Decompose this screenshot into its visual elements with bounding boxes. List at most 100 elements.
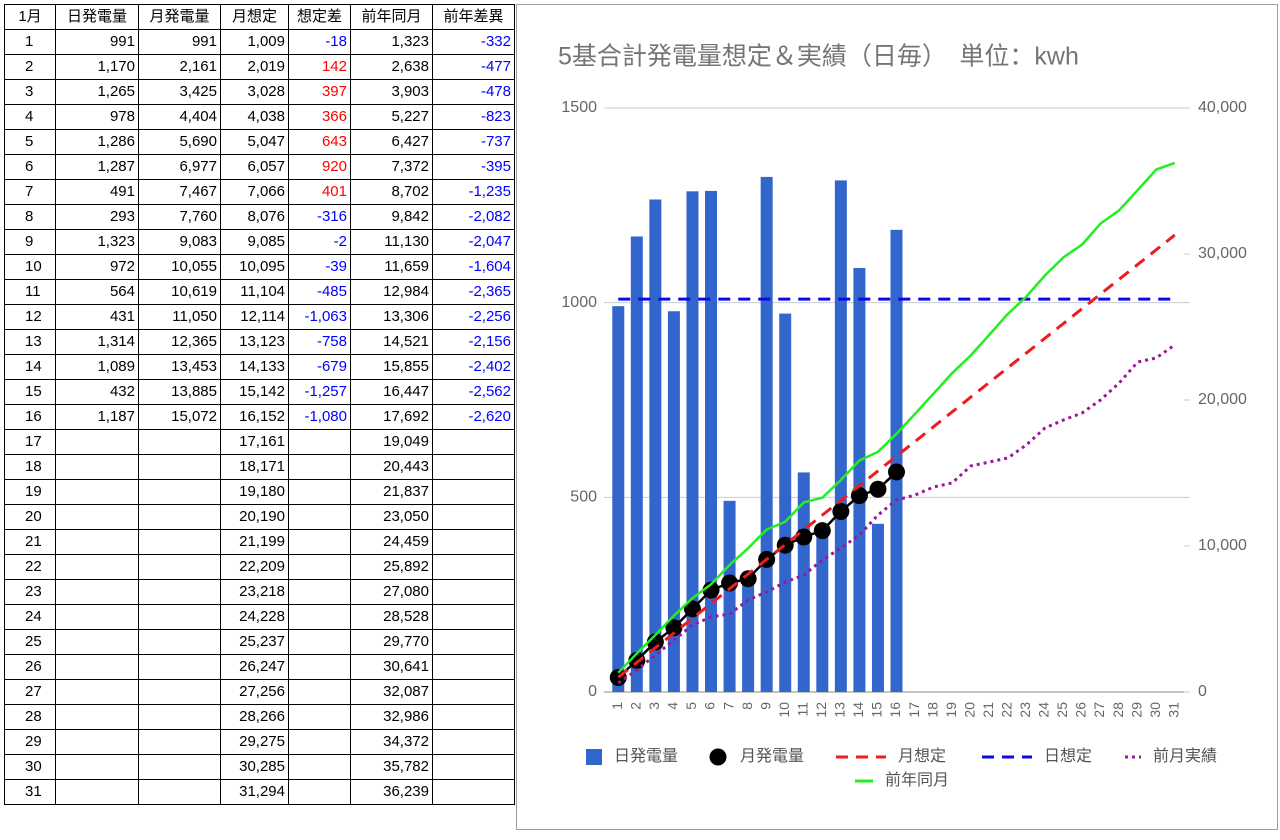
table-cell: -2,256 [432, 304, 515, 330]
table-cell: 401 [288, 179, 351, 205]
table-cell: -2,082 [432, 204, 515, 230]
table-cell [288, 454, 351, 480]
table-cell: 10,055 [138, 254, 221, 280]
table-cell: 6,977 [138, 154, 221, 180]
table-cell [432, 579, 515, 605]
table-cell: 2,161 [138, 54, 221, 80]
table-cell [432, 629, 515, 655]
table-cell: 27,080 [350, 579, 433, 605]
table-cell: -1,063 [288, 304, 351, 330]
y2-tick-label: 40,000 [1198, 99, 1247, 116]
table-cell: 920 [288, 154, 351, 180]
x-tick-label: 30 [1147, 702, 1163, 718]
table-cell [432, 504, 515, 530]
table-cell [55, 504, 139, 530]
table-cell: 8,076 [220, 204, 289, 230]
bar [686, 191, 699, 693]
table-cell: 9 [4, 229, 56, 255]
bar [723, 500, 736, 692]
table-cell: 22 [4, 554, 56, 580]
chart-panel [516, 4, 1278, 830]
table-cell: 7 [4, 179, 56, 205]
bar [612, 306, 625, 692]
bar [890, 229, 903, 692]
x-tick-label: 4 [665, 702, 681, 710]
table-cell: 8,702 [350, 179, 433, 205]
table-cell: 3,903 [350, 79, 433, 105]
table-cell: 10 [4, 254, 56, 280]
table-cell: 4,038 [220, 104, 289, 130]
table-cell: 21 [4, 529, 56, 555]
table-cell [138, 604, 221, 630]
table-cell: -2 [288, 229, 351, 255]
table-cell [138, 704, 221, 730]
table-cell: -1,604 [432, 254, 515, 280]
point-marker [702, 581, 720, 599]
table-cell: 1,170 [55, 54, 139, 80]
table-cell: 17,161 [220, 429, 289, 455]
table-cell: -2,047 [432, 229, 515, 255]
table-row: 22 22,209 25,892 [4, 554, 515, 580]
table-cell: -1,235 [432, 179, 515, 205]
table-cell: 991 [55, 29, 139, 55]
table-cell: 6,057 [220, 154, 289, 180]
x-tick-label: 26 [1073, 702, 1089, 718]
table-cell [432, 704, 515, 730]
table-cell: -332 [432, 29, 515, 55]
table-cell: 1,287 [55, 154, 139, 180]
table-cell: -18 [288, 29, 351, 55]
table-cell [138, 554, 221, 580]
table-cell [138, 579, 221, 605]
header-cell: 1月 [4, 4, 56, 30]
table-cell: 10,095 [220, 254, 289, 280]
table-cell: 366 [288, 104, 351, 130]
table-cell: 20 [4, 504, 56, 530]
table-cell: -2,365 [432, 279, 515, 305]
table-row: 10 972 10,055 10,095 -39 11,659 -1,604 [4, 254, 515, 280]
table-row: 16 1,187 15,072 16,152 -1,080 17,692 -2,620 [4, 404, 515, 430]
table-cell: 293 [55, 204, 139, 230]
x-tick-label: 21 [980, 702, 996, 718]
table-cell: 20,443 [350, 454, 433, 480]
table-row: 7 491 7,467 7,066 401 8,702 -1,235 [4, 179, 515, 205]
table-cell: -823 [432, 104, 515, 130]
legend-label: 日発電量 [614, 747, 678, 765]
table-cell: 34,372 [350, 729, 433, 755]
table-cell: 2,019 [220, 54, 289, 80]
table-row: 25 25,237 29,770 [4, 629, 515, 655]
table-cell: 23,218 [220, 579, 289, 605]
y2-tick-label: 0 [1198, 683, 1207, 700]
table-cell: 2,638 [350, 54, 433, 80]
table-row: 15 432 13,885 15,142 -1,257 16,447 -2,562 [4, 379, 515, 405]
table-cell [288, 704, 351, 730]
table-cell: 643 [288, 129, 351, 155]
spreadsheet-table: 1月 日発電量 月発電量 月想定 想定差 前年同月 前年差異 1 991 991 1,009 -18 1… [4, 4, 515, 805]
table-cell: 1,323 [350, 29, 433, 55]
series-line [617, 471, 898, 679]
table-cell: 972 [55, 254, 139, 280]
bar [871, 523, 884, 692]
header-cell: 日発電量 [55, 4, 139, 30]
table-cell: 7,066 [220, 179, 289, 205]
table-cell [55, 704, 139, 730]
table-cell: 431 [55, 304, 139, 330]
table-cell [432, 529, 515, 555]
x-tick-label: 19 [943, 702, 959, 718]
table-cell [55, 554, 139, 580]
table-row: 9 1,323 9,083 9,085 -2 11,130 -2,047 [4, 229, 515, 255]
table-cell [288, 429, 351, 455]
bar [630, 236, 643, 693]
table-cell: 30,641 [350, 654, 433, 680]
table-cell [55, 779, 139, 805]
table-row: 12 431 11,050 12,114 -1,063 13,306 -2,256 [4, 304, 515, 330]
table-cell [138, 779, 221, 805]
table-cell: 2 [4, 54, 56, 80]
table-row: 18 18,171 20,443 [4, 454, 515, 480]
header-cell: 想定差 [288, 4, 351, 30]
chart-title: 5基合計発電量想定＆実績（日毎） 単位：kwh [558, 43, 1079, 71]
x-tick-label: 13 [832, 702, 848, 718]
table-cell [138, 654, 221, 680]
x-tick-label: 22 [998, 702, 1014, 718]
x-tick-label: 6 [702, 702, 718, 710]
